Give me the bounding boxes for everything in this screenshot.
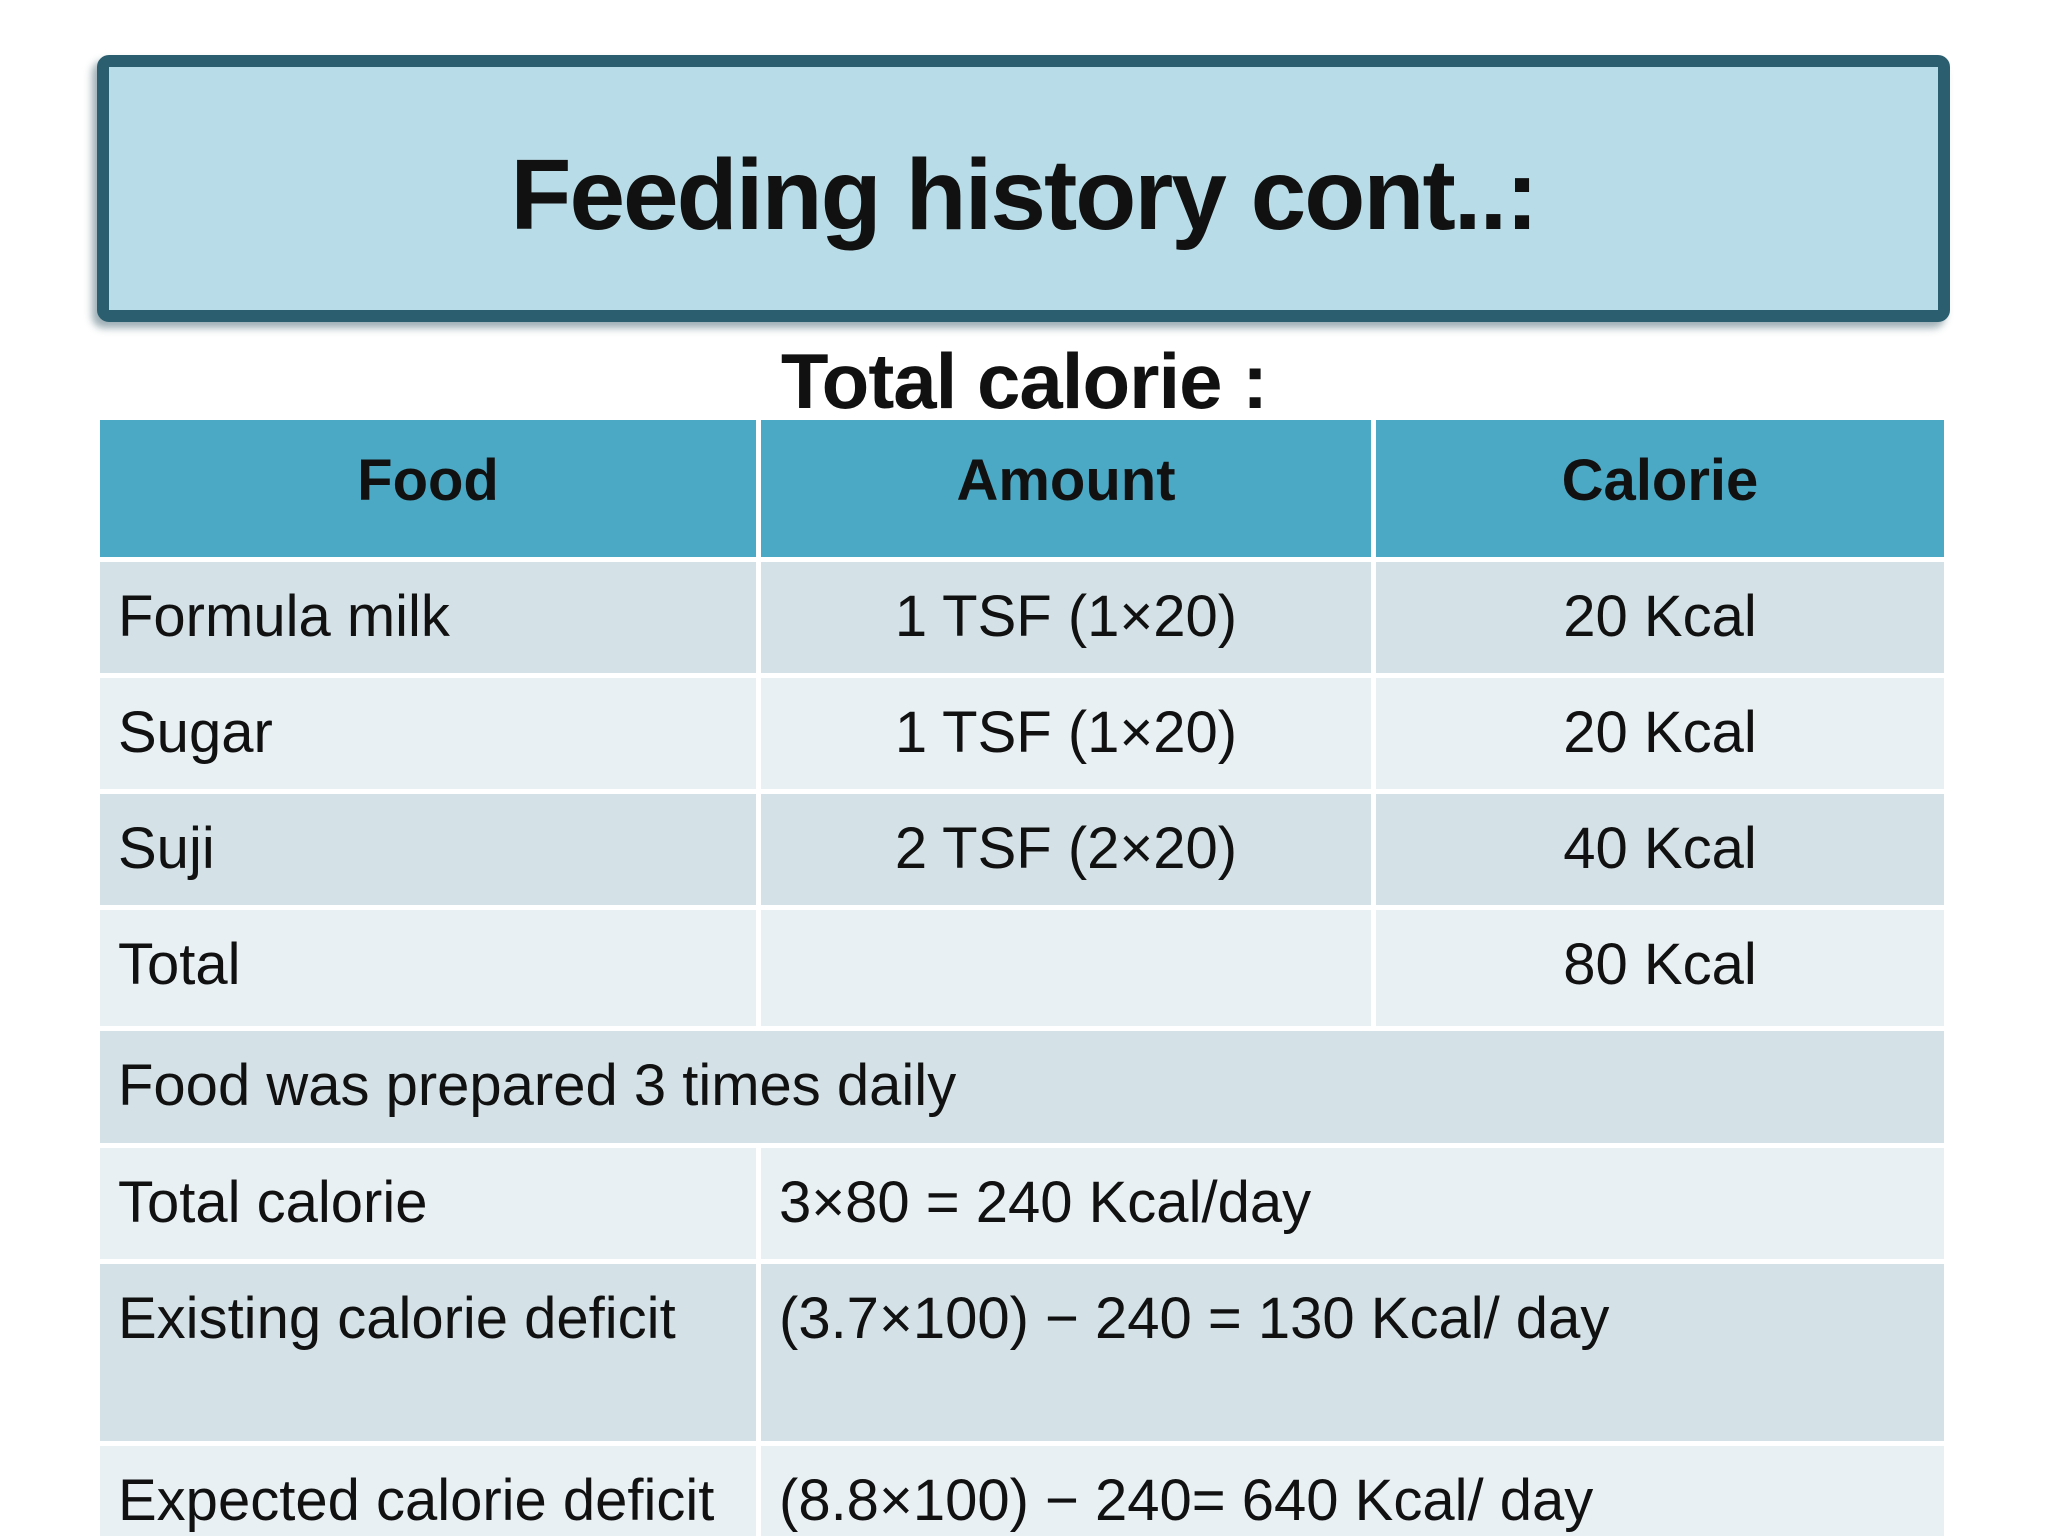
food-cell: Formula milk — [100, 562, 756, 673]
food-cell: Sugar — [100, 678, 756, 789]
calorie-table: Food Amount Calorie Formula milk 1 TSF (… — [100, 420, 1944, 1536]
calorie-cell: 20 Kcal — [1376, 678, 1944, 789]
header-cell-food: Food — [100, 420, 756, 557]
note-cell: Food was prepared 3 times daily — [100, 1031, 1944, 1143]
amount-cell — [761, 910, 1371, 1026]
page-title: Feeding history cont..: — [510, 139, 1538, 251]
header-cell-calorie: Calorie — [1376, 420, 1944, 557]
calorie-cell: 80 Kcal — [1376, 910, 1944, 1026]
amount-cell: 1 TSF (1×20) — [761, 678, 1371, 789]
food-cell: Total — [100, 910, 756, 1026]
summary-value-cell: (3.7×100) − 240 = 130 Kcal/ day — [761, 1264, 1944, 1441]
header-cell-amount: Amount — [761, 420, 1371, 557]
summary-value-cell: 3×80 = 240 Kcal/day — [761, 1148, 1944, 1259]
food-cell: Suji — [100, 794, 756, 905]
amount-cell: 2 TSF (2×20) — [761, 794, 1371, 905]
amount-cell: 1 TSF (1×20) — [761, 562, 1371, 673]
calorie-cell: 20 Kcal — [1376, 562, 1944, 673]
summary-label-cell: Total calorie — [100, 1148, 756, 1259]
title-banner: Feeding history cont..: — [97, 55, 1950, 322]
summary-label-cell: Existing calorie deficit — [100, 1264, 756, 1441]
calorie-cell: 40 Kcal — [1376, 794, 1944, 905]
summary-value-cell: (8.8×100) − 240= 640 Kcal/ day — [761, 1446, 1944, 1536]
summary-label-cell: Expected calorie deficit — [100, 1446, 756, 1536]
subtitle: Total calorie : — [780, 337, 1268, 425]
